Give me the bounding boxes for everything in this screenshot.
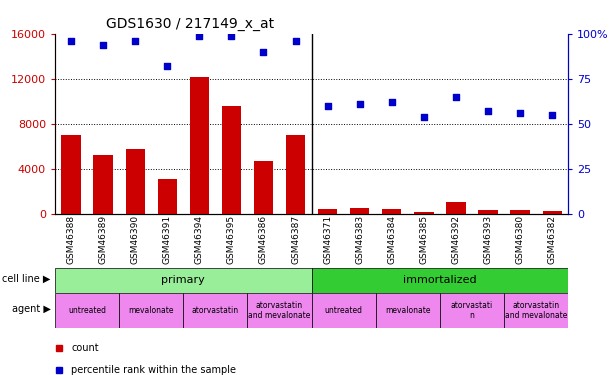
Bar bbox=[93, 155, 113, 214]
Text: agent ▶: agent ▶ bbox=[12, 303, 51, 313]
Text: atorvastatin: atorvastatin bbox=[192, 306, 239, 315]
Point bbox=[451, 94, 461, 100]
Bar bbox=[446, 202, 466, 214]
Bar bbox=[119, 292, 183, 328]
Text: mevalonate: mevalonate bbox=[385, 306, 431, 315]
Bar bbox=[318, 209, 337, 214]
Bar bbox=[478, 210, 497, 214]
Bar bbox=[312, 268, 568, 292]
Bar bbox=[183, 292, 247, 328]
Point bbox=[387, 99, 397, 105]
Bar bbox=[190, 76, 209, 214]
Text: mevalonate: mevalonate bbox=[128, 306, 174, 315]
Text: count: count bbox=[71, 344, 99, 354]
Point bbox=[547, 112, 557, 118]
Text: cell line ▶: cell line ▶ bbox=[2, 274, 51, 284]
Text: primary: primary bbox=[161, 275, 205, 285]
Bar bbox=[222, 106, 241, 214]
Bar bbox=[440, 292, 504, 328]
Point bbox=[194, 33, 204, 39]
Point bbox=[515, 110, 525, 116]
Text: immortalized: immortalized bbox=[403, 275, 477, 285]
Bar bbox=[61, 135, 81, 214]
Point bbox=[355, 101, 365, 107]
Bar bbox=[376, 292, 440, 328]
Bar bbox=[254, 161, 273, 214]
Text: percentile rank within the sample: percentile rank within the sample bbox=[71, 365, 236, 375]
Text: untreated: untreated bbox=[68, 306, 106, 315]
Point bbox=[163, 63, 172, 69]
Bar bbox=[55, 292, 119, 328]
Point bbox=[66, 38, 76, 44]
Text: untreated: untreated bbox=[324, 306, 363, 315]
Bar bbox=[158, 179, 177, 214]
Point bbox=[419, 114, 429, 120]
Point bbox=[258, 49, 268, 55]
Bar bbox=[504, 292, 568, 328]
Bar bbox=[55, 268, 312, 292]
Bar bbox=[382, 210, 401, 214]
Bar bbox=[286, 135, 305, 214]
Point bbox=[98, 42, 108, 48]
Bar bbox=[247, 292, 312, 328]
Point bbox=[130, 38, 140, 44]
Bar bbox=[126, 148, 145, 214]
Point bbox=[323, 103, 332, 109]
Text: atorvastati
n: atorvastati n bbox=[451, 301, 493, 320]
Text: atorvastatin
and mevalonate: atorvastatin and mevalonate bbox=[248, 301, 311, 320]
Text: atorvastatin
and mevalonate: atorvastatin and mevalonate bbox=[505, 301, 568, 320]
Bar bbox=[350, 209, 369, 214]
Point bbox=[291, 38, 301, 44]
Bar bbox=[511, 210, 530, 214]
Point bbox=[483, 108, 493, 114]
Bar bbox=[543, 211, 562, 214]
Bar bbox=[312, 292, 376, 328]
Text: GDS1630 / 217149_x_at: GDS1630 / 217149_x_at bbox=[106, 17, 274, 32]
Bar bbox=[414, 211, 433, 214]
Point bbox=[227, 33, 236, 39]
